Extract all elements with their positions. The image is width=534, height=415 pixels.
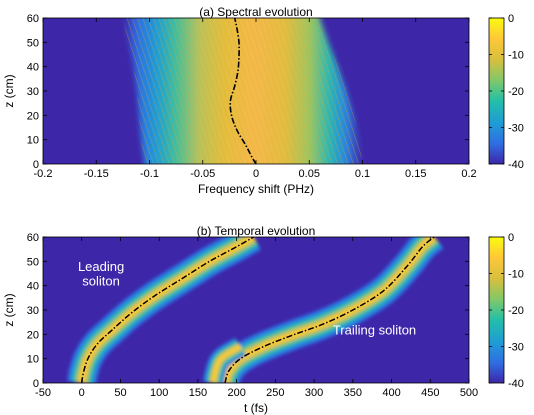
temporal-y-tick-label: 10 <box>27 354 39 366</box>
spectral-y-tick-label: 10 <box>27 135 39 147</box>
spectral-x-tick-label: 0.2 <box>461 168 476 180</box>
temporal-y-tick-label: 30 <box>27 305 39 317</box>
spectral-center-trajectory <box>229 18 257 164</box>
spectral-x-label: Frequency shift (PHz) <box>198 182 314 196</box>
temporal-y-tick-label: 40 <box>27 281 39 293</box>
soliton-annotation: soliton <box>82 274 120 289</box>
soliton-annotation: Leading <box>78 259 124 274</box>
temporal-x-tick-label: 200 <box>227 387 245 399</box>
temporal-y-label: z (cm) <box>2 293 16 326</box>
trailing-soliton-trajectory <box>224 237 435 383</box>
spectral-y-tick-label: 0 <box>33 159 39 171</box>
temporal-x-tick-label: 0 <box>79 387 85 399</box>
temporal-x-tick-label: 350 <box>344 387 362 399</box>
temporal-x-tick-label: 50 <box>114 387 126 399</box>
spectral-x-tick-label: -0.15 <box>84 168 109 180</box>
spectral-y-tick-label: 60 <box>27 13 39 25</box>
temporal-y-tick-label: 20 <box>27 329 39 341</box>
soliton-annotation: Trailing soliton <box>333 322 416 337</box>
temporal-panel: -50 0 50 100 150 200 250 300 350 400 450 5000102030… <box>2 224 524 415</box>
temporal-colorbar-tick-label: -30 <box>508 342 524 354</box>
spectral-interference-fringes <box>122 18 363 164</box>
temporal-x-tick-label: -50 <box>35 387 51 399</box>
spectral-colorbar-tick-label: 0 <box>508 13 514 25</box>
temporal-x-tick-label: 250 <box>266 387 284 399</box>
temporal-y-tick-label: 50 <box>27 256 39 268</box>
spectral-x-tick-label: -0.05 <box>190 168 215 180</box>
spectral-x-tick-label: 0.05 <box>299 168 320 180</box>
spectral-title: (a) Spectral evolution <box>199 5 312 19</box>
spectral-colorbar-tick-label: -40 <box>508 159 524 171</box>
temporal-x-tick-label: 100 <box>150 387 168 399</box>
temporal-x-label: t (fs) <box>244 401 268 415</box>
spectral-ticks: -0.2 -0.15 -0.1 -0.05 0 0.05 0.1 0.15 0.2 0 10 20 30… <box>27 13 477 180</box>
spectral-y-tick-label: 20 <box>27 110 39 122</box>
spectral-y-label: z (cm) <box>2 74 16 107</box>
soliton-glow <box>212 345 242 383</box>
temporal-x-tick-label: 450 <box>421 387 439 399</box>
temporal-title: (b) Temporal evolution <box>197 224 316 238</box>
spectral-y-tick-label: 50 <box>27 37 39 49</box>
temporal-colorbar-tick-label: -10 <box>508 269 524 281</box>
temporal-ticks: -50 0 50 100 150 200 250 300 350 400 450 5000102030… <box>27 232 478 399</box>
spectral-x-tick-label: 0.15 <box>405 168 426 180</box>
spectral-colorbar: 0 -10 -20 -30 -40 <box>488 13 524 171</box>
temporal-x-tick-label: 400 <box>382 387 400 399</box>
temporal-x-tick-label: 500 <box>460 387 478 399</box>
spectral-colorbar-tick-label: -30 <box>508 123 524 135</box>
spectral-colorbar-tick-label: -20 <box>508 86 524 98</box>
temporal-colorbar-tick-label: -20 <box>508 305 524 317</box>
spectral-x-tick-label: -0.2 <box>34 168 53 180</box>
temporal-colorbar: 0 -10 -20 -30 -40 <box>488 232 524 390</box>
temporal-colorbar-tick-label: -40 <box>508 378 524 390</box>
temporal-y-tick-label: 0 <box>33 378 39 390</box>
leading-soliton-trajectory <box>80 237 255 383</box>
temporal-colorbar-tick-label: 0 <box>508 232 514 244</box>
spectral-y-tick-label: 30 <box>27 86 39 98</box>
temporal-x-tick-label: 300 <box>305 387 323 399</box>
spectral-x-tick-label: 0 <box>253 168 259 180</box>
spectral-y-tick-label: 40 <box>27 62 39 74</box>
spectral-colorbar-tick-label: -10 <box>508 50 524 62</box>
temporal-y-tick-label: 60 <box>27 232 39 244</box>
temporal-x-tick-label: 150 <box>189 387 207 399</box>
spectral-panel: -0.2 -0.15 -0.1 -0.05 0 0.05 0.1 0.15 0.2 0 10 20 30… <box>2 5 524 196</box>
spectral-x-tick-label: -0.1 <box>140 168 159 180</box>
spectral-x-tick-label: 0.1 <box>355 168 370 180</box>
